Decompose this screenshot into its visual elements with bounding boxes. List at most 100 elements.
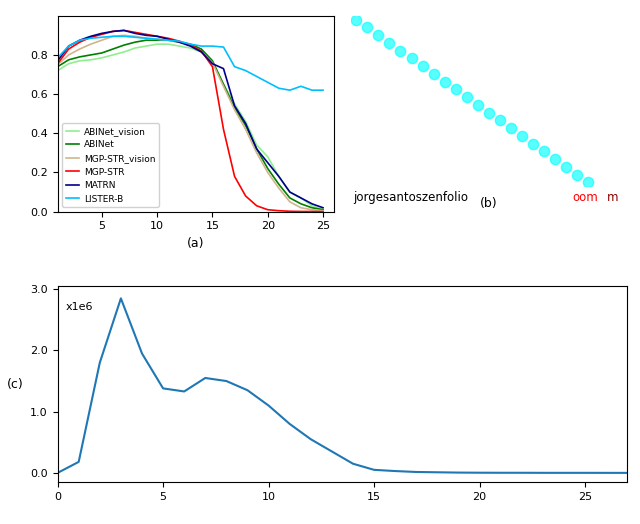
ABINet	[120, 42, 128, 48]
ABINet	[198, 46, 205, 52]
MATRN	[98, 30, 106, 37]
MGP-STR	[198, 48, 205, 54]
MGP-STR	[242, 193, 250, 199]
MGP-STR	[209, 63, 216, 70]
ABINet	[54, 63, 61, 70]
MGP-STR_vision	[209, 60, 216, 66]
MGP-STR	[87, 34, 95, 40]
LISTER-B	[286, 87, 294, 93]
ABINet	[286, 195, 294, 201]
MATRN	[308, 201, 316, 207]
ABINet_vision	[154, 41, 161, 47]
ABINet	[209, 58, 216, 64]
ABINet	[131, 39, 139, 45]
MGP-STR_vision	[198, 49, 205, 55]
ABINet_vision	[65, 61, 72, 67]
MGP-STR	[98, 31, 106, 38]
LISTER-B	[120, 33, 128, 39]
MATRN	[220, 66, 227, 72]
LISTER-B	[220, 44, 227, 50]
MGP-STR	[231, 173, 239, 180]
MGP-STR_vision	[54, 61, 61, 68]
ABINet	[275, 181, 283, 188]
LISTER-B	[54, 54, 61, 61]
Text: jorgesantoszenfolio: jorgesantoszenfolio	[353, 191, 468, 204]
ABINet_vision	[253, 142, 260, 148]
ABINet_vision	[308, 203, 316, 209]
LISTER-B	[275, 85, 283, 91]
ABINet_vision	[142, 43, 150, 49]
MGP-STR	[286, 208, 294, 214]
MGP-STR_vision	[231, 106, 239, 113]
MGP-STR_vision	[164, 37, 172, 43]
MGP-STR	[109, 28, 116, 35]
MATRN	[175, 39, 183, 45]
MATRN	[319, 204, 327, 211]
MATRN	[264, 159, 271, 166]
LISTER-B	[186, 41, 194, 47]
MGP-STR_vision	[253, 150, 260, 156]
MGP-STR	[120, 27, 128, 34]
ABINet	[164, 37, 172, 43]
ABINet	[154, 37, 161, 43]
ABINet	[242, 122, 250, 128]
MATRN	[76, 37, 84, 43]
Line: MATRN: MATRN	[58, 30, 323, 208]
MGP-STR_vision	[264, 169, 271, 176]
ABINet_vision	[319, 206, 327, 213]
LISTER-B	[131, 34, 139, 40]
ABINet	[231, 105, 239, 111]
MATRN	[186, 43, 194, 49]
ABINet	[220, 81, 227, 88]
LISTER-B	[164, 37, 172, 43]
MGP-STR_vision	[242, 126, 250, 133]
Text: (c): (c)	[6, 378, 23, 390]
MGP-STR	[297, 209, 305, 215]
Legend: ABINet_vision, ABINet, MGP-STR_vision, MGP-STR, MATRN, LISTER-B: ABINet_vision, ABINet, MGP-STR_vision, M…	[62, 123, 159, 207]
LISTER-B	[242, 68, 250, 74]
ABINet_vision	[109, 52, 116, 58]
ABINet_vision	[54, 68, 61, 74]
LISTER-B	[98, 34, 106, 40]
MGP-STR_vision	[175, 39, 183, 45]
LISTER-B	[253, 73, 260, 80]
MGP-STR_vision	[98, 37, 106, 43]
ABINet	[264, 166, 271, 172]
MATRN	[242, 121, 250, 127]
MGP-STR_vision	[154, 36, 161, 42]
ABINet_vision	[242, 118, 250, 125]
MATRN	[87, 33, 95, 39]
MATRN	[297, 195, 305, 201]
ABINet	[308, 204, 316, 211]
Text: oom: oom	[572, 191, 598, 204]
MGP-STR_vision	[297, 204, 305, 211]
MGP-STR_vision	[76, 46, 84, 52]
ABINet	[109, 46, 116, 52]
ABINet_vision	[198, 49, 205, 55]
MATRN	[109, 28, 116, 35]
ABINet_vision	[275, 173, 283, 180]
MGP-STR_vision	[65, 52, 72, 58]
MATRN	[198, 49, 205, 55]
ABINet_vision	[131, 45, 139, 51]
MATRN	[142, 32, 150, 38]
MATRN	[231, 103, 239, 109]
MGP-STR_vision	[186, 42, 194, 48]
MATRN	[54, 58, 61, 64]
Line: ABINet: ABINet	[58, 40, 323, 210]
MGP-STR	[164, 35, 172, 41]
MATRN	[154, 33, 161, 39]
ABINet_vision	[209, 60, 216, 66]
MGP-STR_vision	[109, 33, 116, 39]
ABINet	[319, 206, 327, 213]
MGP-STR	[65, 46, 72, 52]
MGP-STR	[175, 38, 183, 45]
MATRN	[253, 146, 260, 152]
MGP-STR_vision	[87, 41, 95, 47]
ABINet	[87, 52, 95, 58]
ABINet_vision	[87, 57, 95, 63]
Text: m: m	[607, 191, 618, 204]
ABINet	[76, 54, 84, 60]
MATRN	[164, 36, 172, 42]
ABINet_vision	[76, 58, 84, 64]
